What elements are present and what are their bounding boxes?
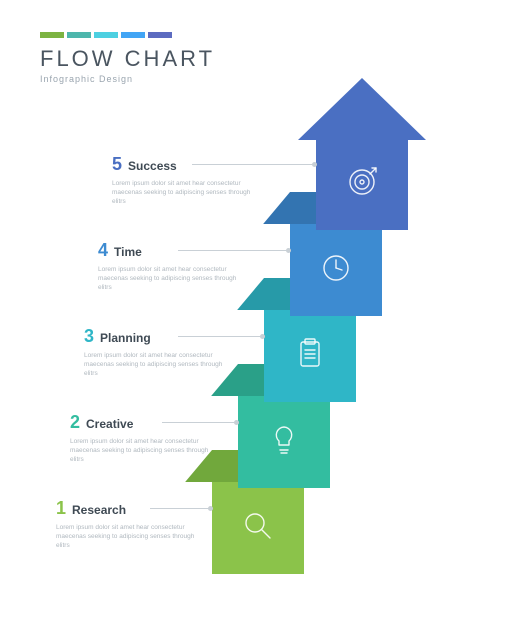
step-label-block: 5 Success Lorem ipsum dolor sit amet hear …	[112, 154, 262, 206]
header-color-bar	[40, 32, 215, 38]
step-description: Lorem ipsum dolor sit amet hear consecte…	[98, 265, 248, 292]
step-label: Creative	[86, 417, 133, 431]
step-panel	[238, 396, 330, 488]
colorbar-swatch	[40, 32, 64, 38]
panel-front	[212, 482, 304, 574]
connector-line	[178, 250, 288, 251]
page-title: FLOW CHART	[40, 46, 215, 72]
step-description: Lorem ipsum dolor sit amet hear consecte…	[70, 437, 220, 464]
magnifier-icon	[240, 508, 276, 549]
step-label: Research	[72, 503, 126, 517]
step-label-block: 2 Creative Lorem ipsum dolor sit amet hear…	[70, 412, 220, 464]
clipboard-icon	[292, 336, 328, 377]
target-icon	[344, 164, 380, 205]
step-label: Time	[114, 245, 142, 259]
step-description: Lorem ipsum dolor sit amet hear consecte…	[84, 351, 234, 378]
connector-line	[192, 164, 314, 165]
step-label-block: 3 Planning Lorem ipsum dolor sit amet hear…	[84, 326, 234, 378]
connector-line	[178, 336, 262, 337]
colorbar-swatch	[121, 32, 145, 38]
colorbar-swatch	[94, 32, 118, 38]
connector-line	[150, 508, 210, 509]
step-label: Planning	[100, 331, 151, 345]
step-panel	[264, 310, 356, 402]
connector-line	[162, 422, 236, 423]
step-number: 2	[70, 412, 80, 433]
colorbar-swatch	[148, 32, 172, 38]
arrow-head	[298, 78, 426, 140]
step-number: 3	[84, 326, 94, 347]
step-panel	[316, 138, 408, 230]
panel-front	[264, 310, 356, 402]
step-description: Lorem ipsum dolor sit amet hear consecte…	[112, 179, 262, 206]
step-label-block: 1 Research Lorem ipsum dolor sit amet hear…	[56, 498, 206, 550]
step-number: 1	[56, 498, 66, 519]
bulb-icon	[266, 422, 302, 463]
step-panel	[212, 482, 304, 574]
panel-front	[238, 396, 330, 488]
panel-front	[290, 224, 382, 316]
clock-icon	[318, 250, 354, 291]
colorbar-swatch	[67, 32, 91, 38]
step-description: Lorem ipsum dolor sit amet hear consecte…	[56, 523, 206, 550]
step-label-block: 4 Time Lorem ipsum dolor sit amet hear con…	[98, 240, 248, 292]
page-subtitle: Infographic Design	[40, 74, 215, 84]
header: FLOW CHART Infographic Design	[40, 32, 215, 84]
step-number: 5	[112, 154, 122, 175]
step-number: 4	[98, 240, 108, 261]
step-label: Success	[128, 159, 177, 173]
step-panel	[290, 224, 382, 316]
panel-front	[316, 138, 408, 230]
